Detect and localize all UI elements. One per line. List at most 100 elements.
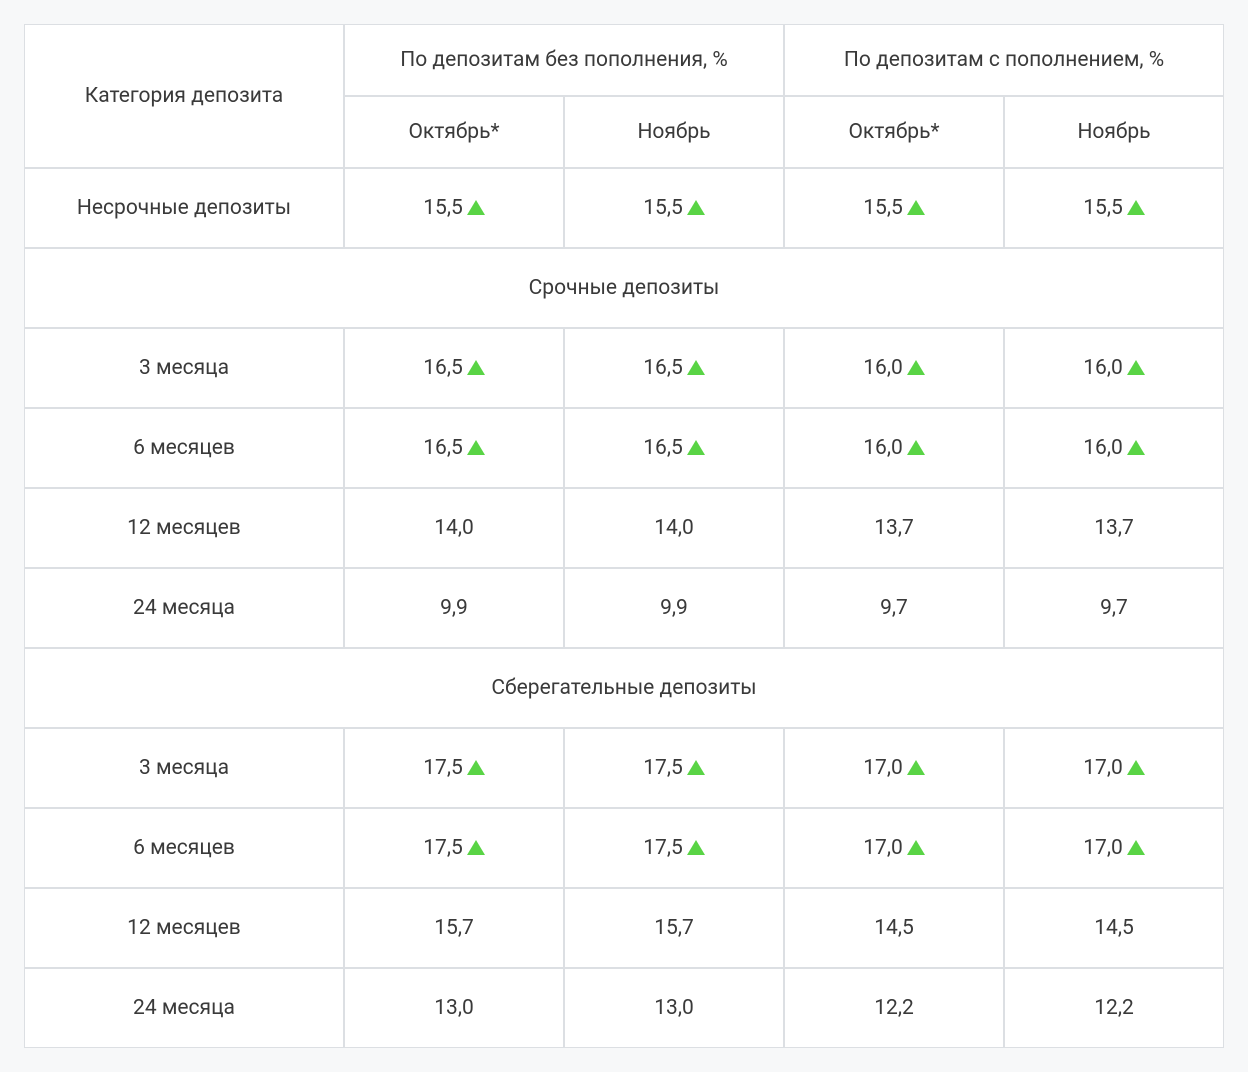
rate-value: 16,0 xyxy=(1083,356,1123,380)
rate-cell: 12,2 xyxy=(1004,968,1224,1048)
rate-cell: 14,0 xyxy=(344,488,564,568)
rate-cell: 13,0 xyxy=(344,968,564,1048)
rate-value: 13,0 xyxy=(434,996,474,1020)
rate-value: 15,7 xyxy=(654,916,694,940)
header-col-oct-2: Октябрь* xyxy=(784,96,1004,168)
table-row: 12 месяцев 15,7 15,7 14,5 14,5 xyxy=(24,888,1224,968)
row-label: 3 месяца xyxy=(24,328,344,408)
table-row: 24 месяца 9,9 9,9 9,79,7 xyxy=(24,568,1224,648)
rate-cell: 17,0 xyxy=(784,808,1004,888)
rate-cell: 9,9 xyxy=(344,568,564,648)
rate-value: 17,5 xyxy=(643,836,683,860)
rate-cell: 17,5 xyxy=(564,808,784,888)
deposits-table: Категория депозита По депозитам без попо… xyxy=(24,24,1224,1048)
header-group-no-topup: По депозитам без пополнения, % xyxy=(344,24,784,96)
table-row: 6 месяцев16,516,516,016,0 xyxy=(24,408,1224,488)
rate-value: 17,0 xyxy=(863,756,903,780)
rate-cell: 14,5 xyxy=(784,888,1004,968)
up-arrow-icon xyxy=(467,840,485,855)
rate-value: 15,5 xyxy=(643,196,683,220)
row-label: 3 месяца xyxy=(24,728,344,808)
up-arrow-icon xyxy=(467,760,485,775)
rate-value: 15,5 xyxy=(423,196,463,220)
up-arrow-icon xyxy=(907,360,925,375)
table-row: 12 месяцев 14,0 14,0 13,7 13,7 xyxy=(24,488,1224,568)
rate-value: 17,0 xyxy=(863,836,903,860)
rate-cell: 13,0 xyxy=(564,968,784,1048)
row-label: 12 месяцев xyxy=(24,488,344,568)
rate-cell: 16,0 xyxy=(1004,328,1224,408)
table-row: 3 месяца 17,5 17,5 17,0 17,0 xyxy=(24,728,1224,808)
rate-cell: 9,7 xyxy=(784,568,1004,648)
section-header: Сберегательные депозиты xyxy=(24,648,1224,728)
section-header: Срочные депозиты xyxy=(24,248,1224,328)
rate-cell: 17,5 xyxy=(344,728,564,808)
rate-value: 16,5 xyxy=(423,436,463,460)
rate-value: 17,0 xyxy=(1083,756,1123,780)
up-arrow-icon xyxy=(467,440,485,455)
rate-value: 12,2 xyxy=(874,996,914,1020)
row-label: 24 месяца xyxy=(24,568,344,648)
rate-value: 16,0 xyxy=(863,436,903,460)
up-arrow-icon xyxy=(687,840,705,855)
rate-value: 16,5 xyxy=(423,356,463,380)
rate-value: 12,2 xyxy=(1094,996,1134,1020)
up-arrow-icon xyxy=(1127,760,1145,775)
rate-cell: 16,0 xyxy=(1004,408,1224,488)
rate-value: 17,5 xyxy=(423,756,463,780)
header-category: Категория депозита xyxy=(24,24,344,168)
up-arrow-icon xyxy=(687,760,705,775)
table-row: 6 месяцев17,517,517,017,0 xyxy=(24,808,1224,888)
rate-value: 14,5 xyxy=(874,916,914,940)
up-arrow-icon xyxy=(907,440,925,455)
rate-cell: 17,5 xyxy=(344,808,564,888)
header-group-with-topup: По депозитам с пополнением, % xyxy=(784,24,1224,96)
up-arrow-icon xyxy=(1127,840,1145,855)
rate-cell: 16,5 xyxy=(564,328,784,408)
table-row: 3 месяца 16,5 16,5 16,0 16,0 xyxy=(24,328,1224,408)
rate-cell: 17,5 xyxy=(564,728,784,808)
rate-cell: 16,5 xyxy=(344,328,564,408)
up-arrow-icon xyxy=(1127,200,1145,215)
rate-value: 14,0 xyxy=(434,516,474,540)
rate-value: 9,9 xyxy=(440,596,468,620)
up-arrow-icon xyxy=(907,760,925,775)
rate-value: 17,0 xyxy=(1083,836,1123,860)
up-arrow-icon xyxy=(467,360,485,375)
rate-cell: 17,0 xyxy=(1004,808,1224,888)
row-label: 12 месяцев xyxy=(24,888,344,968)
up-arrow-icon xyxy=(687,360,705,375)
rate-cell: 15,7 xyxy=(564,888,784,968)
table-row: 24 месяца13,013,012,212,2 xyxy=(24,968,1224,1048)
rate-value: 9,9 xyxy=(660,596,688,620)
rate-value: 15,5 xyxy=(1083,196,1123,220)
rate-cell: 17,0 xyxy=(784,728,1004,808)
rate-cell: 9,9 xyxy=(564,568,784,648)
up-arrow-icon xyxy=(687,200,705,215)
rate-value: 13,7 xyxy=(874,516,914,540)
rate-cell: 17,0 xyxy=(1004,728,1224,808)
rate-cell: 9,7 xyxy=(1004,568,1224,648)
rate-cell: 16,5 xyxy=(344,408,564,488)
up-arrow-icon xyxy=(1127,440,1145,455)
rate-cell: 14,5 xyxy=(1004,888,1224,968)
rate-value: 14,0 xyxy=(654,516,694,540)
rate-cell: 16,0 xyxy=(784,408,1004,488)
rate-cell: 15,5 xyxy=(564,168,784,248)
rate-cell: 16,5 xyxy=(564,408,784,488)
rate-cell: 15,5 xyxy=(344,168,564,248)
rate-cell: 15,7 xyxy=(344,888,564,968)
rate-value: 16,5 xyxy=(643,356,683,380)
rate-value: 15,7 xyxy=(434,916,474,940)
rate-value: 13,0 xyxy=(654,996,694,1020)
table-row: Несрочные депозиты15,515,515,515,5 xyxy=(24,168,1224,248)
rate-value: 16,0 xyxy=(863,356,903,380)
rate-value: 13,7 xyxy=(1094,516,1134,540)
rate-cell: 13,7 xyxy=(1004,488,1224,568)
rate-cell: 15,5 xyxy=(1004,168,1224,248)
rate-value: 17,5 xyxy=(423,836,463,860)
rate-value: 16,5 xyxy=(643,436,683,460)
rate-cell: 15,5 xyxy=(784,168,1004,248)
header-col-nov-1: Ноябрь xyxy=(564,96,784,168)
table-body: Несрочные депозиты15,515,515,515,5Срочны… xyxy=(24,168,1224,1048)
